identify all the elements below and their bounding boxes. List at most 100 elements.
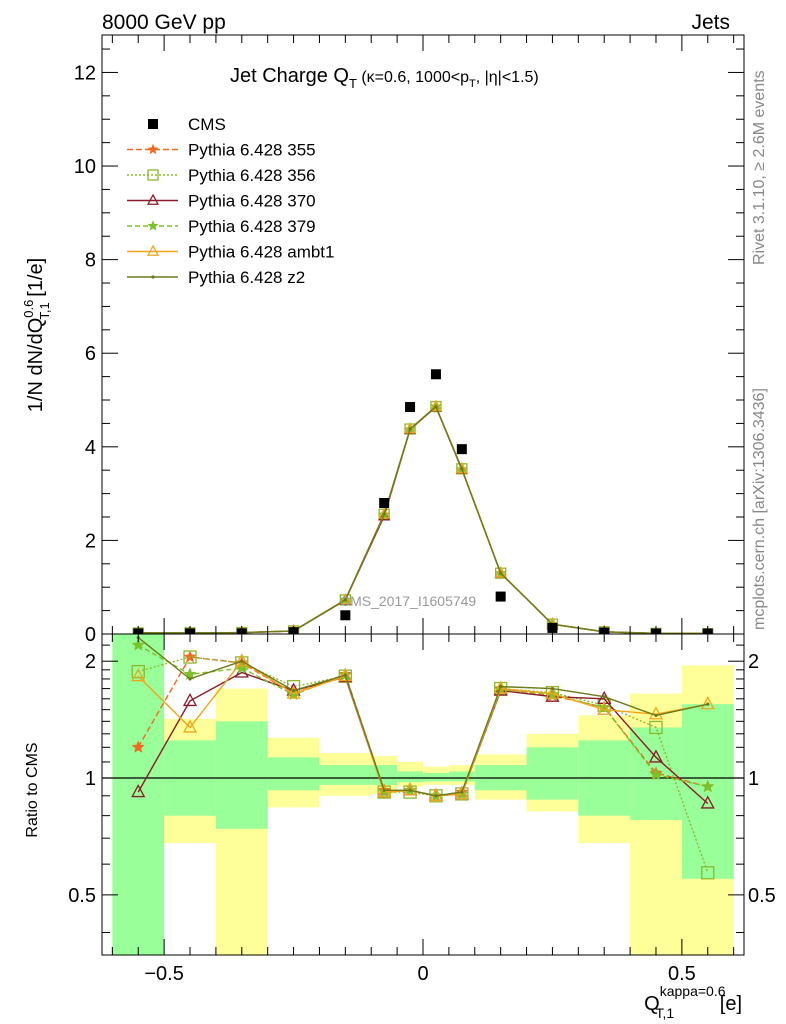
xlabel-sup: kappa=0.6 xyxy=(660,983,726,999)
ratio-band-1sigma xyxy=(681,704,734,879)
xlabel-sub: T,1 xyxy=(656,1005,675,1021)
title-rest-a: (κ=0.6, 1000<p xyxy=(357,69,469,86)
title-main: Jet Charge Q xyxy=(230,65,349,87)
ratio-series-2-point xyxy=(700,795,715,809)
ratio-series-5-point xyxy=(460,790,464,794)
cms-data-point xyxy=(405,402,416,413)
main-series-5-point xyxy=(343,598,347,602)
main-series-4-point xyxy=(494,566,507,578)
ratio-y-tick-label-right: 0.5 xyxy=(748,885,776,907)
ratio-series-4-point xyxy=(597,701,612,715)
ratio-series-5-point xyxy=(434,794,438,798)
cms-data-point xyxy=(340,610,351,621)
ratio-series-5-point xyxy=(706,702,710,706)
ratio-series-5-point xyxy=(499,685,503,689)
ratio-series-1-point xyxy=(183,650,197,664)
main-series-4-point xyxy=(378,507,391,519)
xlabel-a: Q xyxy=(644,993,660,1015)
ratio-y-tick-label: 1 xyxy=(85,768,96,790)
main-series-5-point xyxy=(499,571,503,575)
ratio-series-5-point xyxy=(550,686,555,691)
legend-marker-0 xyxy=(147,143,159,155)
ratio-series-4-point xyxy=(648,706,664,720)
main-series-line-5 xyxy=(138,405,708,634)
ylabel-b: [1/e] xyxy=(25,258,47,302)
ratio-series-4-point xyxy=(286,685,301,699)
ratio-series-4-point xyxy=(700,696,715,710)
legend-entry-3: Pythia 6.428 379 xyxy=(127,217,316,236)
ylabel-sub: T,1 xyxy=(37,302,52,319)
ratio-band-1sigma xyxy=(371,765,398,785)
analysis-watermark: CMS_2017_I1605749 xyxy=(340,593,476,609)
x-axis-label: Qkappa=0.6 T,1 [e] xyxy=(644,983,742,1021)
main-series-4-point xyxy=(403,422,417,434)
ratio-band-1sigma xyxy=(448,771,475,782)
main-series-5-point xyxy=(460,467,464,471)
title-main-sub: T xyxy=(349,76,357,91)
main-y-axis-label: 1/N dN/dQ0.6T,1 [1/e] xyxy=(21,258,52,412)
ratio-series-5-point xyxy=(602,695,606,699)
legend-label-2: Pythia 6.428 370 xyxy=(188,192,316,211)
main-series-4-point xyxy=(429,399,443,411)
ratio-series-2-point xyxy=(131,784,146,798)
ratio-y-tick-label-right: 2 xyxy=(748,651,759,673)
legend-entry-0: Pythia 6.428 355 xyxy=(127,141,316,160)
plot-title: Jet Charge QT (κ=0.6, 1000<pT, |η|<1.5) xyxy=(230,65,539,91)
legend-marker-2 xyxy=(146,193,160,205)
xlabel-b: [e] xyxy=(714,993,742,1015)
legend-entry-4: Pythia 6.428 ambt1 xyxy=(127,243,334,262)
ratio-series-4-point xyxy=(234,653,249,667)
ratio-series-4-point xyxy=(338,668,353,682)
ratio-band-1sigma xyxy=(397,771,423,783)
ratio-y-tick-label-right: 1 xyxy=(748,768,759,790)
ratio-series-5-point xyxy=(343,673,347,677)
main-series-4-point xyxy=(339,592,352,605)
legend-marker-1 xyxy=(147,169,159,181)
ratio-series-line-1 xyxy=(138,656,709,874)
legend-entry-cms: CMS xyxy=(148,115,226,134)
process-label: Jets xyxy=(691,11,730,34)
ratio-series-1-point xyxy=(701,866,715,880)
ratio-band-1sigma xyxy=(215,721,268,829)
legend-entry-2: Pythia 6.428 370 xyxy=(127,192,316,211)
x-tick-label: 0.5 xyxy=(668,963,696,985)
rivet-version-label: Rivet 3.1.10, ≥ 2.6M events xyxy=(751,70,768,265)
legend-label-5: Pythia 6.428 z2 xyxy=(188,268,305,287)
main-y-tick-label: 10 xyxy=(74,156,96,178)
ratio-series-2-point xyxy=(648,749,664,763)
ratio-series-3-point xyxy=(131,638,145,651)
ratio-series-0-point xyxy=(131,740,145,753)
ratio-band-1sigma xyxy=(267,757,320,791)
ratio-series-3-point xyxy=(649,767,663,781)
ratio-series-5 xyxy=(136,636,710,798)
ratio-y-tick-label: 0.5 xyxy=(68,885,96,907)
legend: CMS Pythia 6.428 355 Pythia 6.428 356 Pythi… xyxy=(127,115,334,287)
ratio-series-5-point xyxy=(188,677,192,681)
x-tick-label: 0 xyxy=(417,963,428,985)
legend-marker-cms xyxy=(148,119,158,129)
main-series-4-point xyxy=(455,461,468,474)
legend-marker-5 xyxy=(151,275,155,279)
ratio-series-5-point xyxy=(382,788,386,792)
ratio-y-axis-label: Ratio to CMS xyxy=(24,742,41,837)
main-series-5-point xyxy=(434,404,438,409)
main-y-tick-label: 8 xyxy=(85,250,96,272)
cms-data-point xyxy=(456,444,467,455)
ratio-series-2-point xyxy=(182,692,198,707)
ylabel-a: 1/N dN/dQ xyxy=(25,318,47,412)
ratio-band-1sigma xyxy=(319,765,372,785)
main-y-tick-label: 6 xyxy=(85,343,96,365)
ratio-series-5-point xyxy=(291,688,296,693)
cms-data-point xyxy=(379,497,390,508)
ratio-series-3-point xyxy=(701,779,715,793)
ratio-series-4-point xyxy=(545,685,560,699)
ratio-series-1-point xyxy=(131,664,145,679)
ratio-band-1sigma xyxy=(112,634,165,955)
ratio-series-1-point xyxy=(649,720,663,735)
ylabel-sup: 0.6 xyxy=(21,300,36,318)
ratio-series-4-point xyxy=(402,782,418,796)
ratio-y-tick-label: 2 xyxy=(85,651,96,673)
title-rest-sub: T xyxy=(469,78,476,90)
legend-label-4: Pythia 6.428 ambt1 xyxy=(188,243,334,262)
